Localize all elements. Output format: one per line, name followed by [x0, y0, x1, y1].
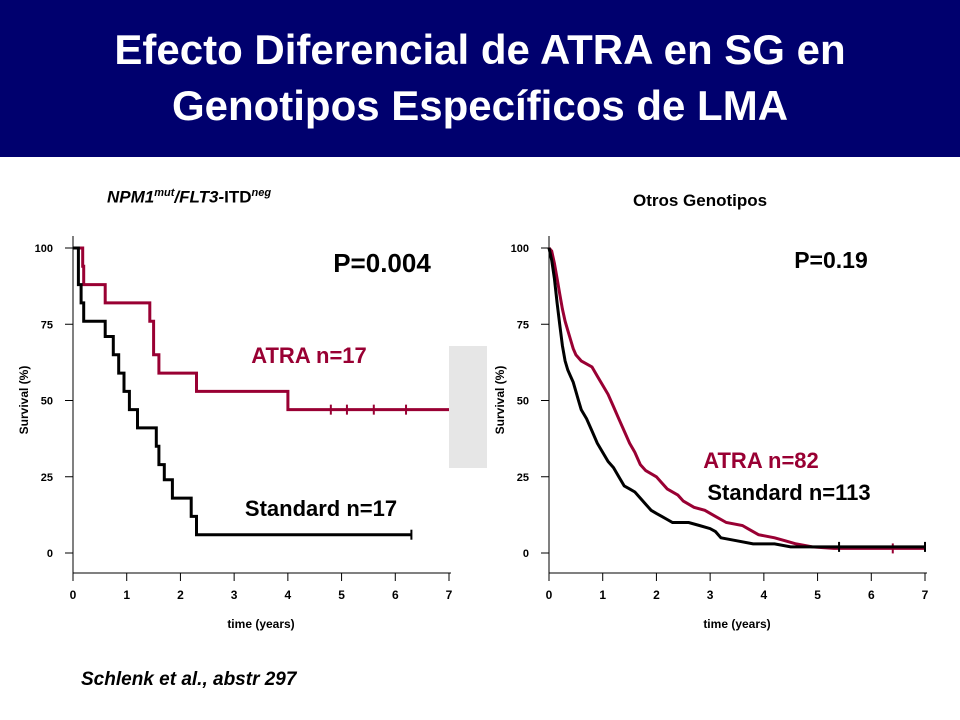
right-x-axis-title: time (years): [703, 617, 770, 631]
right-y-tick-label: 100: [511, 243, 529, 255]
right-x-tick-label: 2: [653, 588, 660, 602]
left-x-tick-label: 6: [392, 588, 399, 602]
right-x-tick-label: 3: [707, 588, 714, 602]
left-x-axis-title: time (years): [227, 617, 294, 631]
left-y-tick-label: 25: [41, 472, 53, 484]
left-x-tick-label: 0: [70, 588, 77, 602]
title-banner: Efecto Diferencial de ATRA en SG en Geno…: [0, 0, 960, 157]
left-x-tick-label: 3: [231, 588, 238, 602]
left-title-gene: NPM1: [107, 187, 155, 207]
left-title-sup-2: neg: [251, 187, 272, 199]
right-x-tick-label: 4: [761, 588, 768, 602]
left-series-atra-line: [73, 246, 449, 412]
left-series-label-atra: ATRA n=17: [251, 343, 367, 368]
connector-shape: [449, 346, 487, 468]
left-title-sup-1: mut: [154, 187, 175, 199]
left-y-tick-label: 0: [47, 548, 53, 560]
left-p-value: P=0.004: [333, 248, 431, 278]
right-series-standard-line: [547, 247, 925, 549]
left-title-itd: ITD: [224, 187, 252, 207]
right-y-tick-label: 50: [517, 396, 529, 408]
right-p-value: P=0.19: [794, 247, 868, 273]
right-chart-group: [541, 236, 927, 581]
left-series-standard-line: [73, 246, 412, 537]
right-y-tick-label: 0: [523, 548, 529, 560]
right-series-atra-line: [547, 247, 925, 550]
left-x-tick-label: 7: [446, 588, 453, 602]
left-x-tick-label: 2: [177, 588, 184, 602]
right-y-tick-label: 25: [517, 472, 529, 484]
left-x-tick-label: 4: [285, 588, 292, 602]
left-y-axis-title: Survival (%): [17, 366, 31, 435]
right-x-tick-label: 0: [546, 588, 553, 602]
right-x-tick-label: 7: [922, 588, 929, 602]
left-chart-group: [65, 236, 451, 581]
right-series-label-atra: ATRA n=82: [703, 448, 819, 473]
left-y-tick-label: 100: [35, 243, 53, 255]
left-x-tick-label: 1: [123, 588, 130, 602]
left-panel-title: NPM1mut/FLT3-ITDneg: [107, 187, 271, 208]
right-x-tick-label: 5: [814, 588, 821, 602]
right-x-tick-label: 1: [599, 588, 606, 602]
right-series-label-standard: Standard n=113: [707, 480, 870, 505]
left-series-label-standard: Standard n=17: [245, 496, 397, 521]
left-x-tick-label: 5: [338, 588, 345, 602]
citation: Schlenk et al., abstr 297: [81, 669, 297, 690]
right-y-tick-label: 75: [517, 319, 529, 331]
slide-title-line-2: Genotipos Específicos de LMA: [171, 82, 789, 129]
right-panel-title: Otros Genotipos: [633, 191, 768, 210]
right-y-axis-title: Survival (%): [493, 366, 507, 435]
slide-title-line-1: Efecto Diferencial de ATRA en SG en: [114, 26, 846, 73]
left-title-flt3: /FLT3-: [174, 187, 225, 207]
right-x-tick-label: 6: [868, 588, 875, 602]
left-y-tick-label: 50: [41, 396, 53, 408]
left-y-tick-label: 75: [41, 319, 53, 331]
